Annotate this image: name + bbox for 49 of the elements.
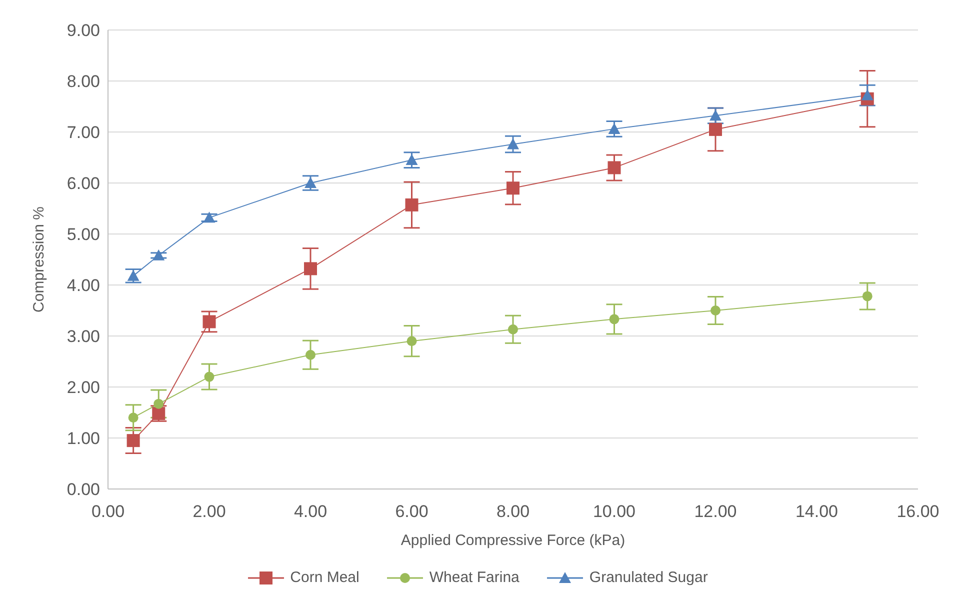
x-tick-label: 0.00 [91,502,125,522]
x-axis-title: Applied Compressive Force (kPa) [400,532,626,549]
y-tick-label: 1.00 [66,429,100,448]
x-tick-label: 8.00 [496,502,530,522]
point [710,306,720,316]
x-tick-label: 2.00 [192,502,226,522]
point [126,434,140,448]
point [128,412,138,423]
point [405,198,418,212]
point [861,89,874,100]
point [608,161,621,174]
point [609,314,620,324]
y-tick-label: 7.00 [66,123,100,142]
y-axis-title: Compression % [30,206,48,312]
legend-label: Corn Meal [290,569,360,586]
point [203,212,216,223]
y-tick-label: 5.00 [66,225,100,244]
point [862,291,872,302]
legend-label: Wheat Farina [429,569,520,586]
x-tick-label: 12.00 [694,502,737,522]
point [202,315,216,328]
y-tick-label: 6.00 [66,174,100,194]
x-tick-label: 16.00 [896,502,940,522]
point [709,122,722,136]
y-tick-label: 3.00 [66,327,100,346]
point [127,270,140,281]
y-tick-label: 4.00 [66,276,100,296]
point [507,138,519,150]
x-tick-label: 14.00 [795,502,838,522]
point [204,372,214,382]
point [406,154,418,166]
point [154,398,164,409]
y-tick-label: 0.00 [66,480,100,500]
point [152,249,165,260]
y-tick-label: 2.00 [66,378,100,398]
y-tick-label: 8.00 [66,72,100,92]
x-tick-label: 4.00 [294,502,328,522]
point [506,182,520,195]
x-tick-label: 10.00 [592,502,636,522]
y-tick-label: 9.00 [66,21,100,40]
legend-label: Granulated Sugar [589,569,708,586]
point [710,110,722,121]
point [304,177,316,188]
point [406,336,417,346]
point [306,350,316,360]
point [608,122,620,134]
x-tick-label: 6.00 [395,502,428,522]
point [304,262,317,276]
point [508,324,518,334]
